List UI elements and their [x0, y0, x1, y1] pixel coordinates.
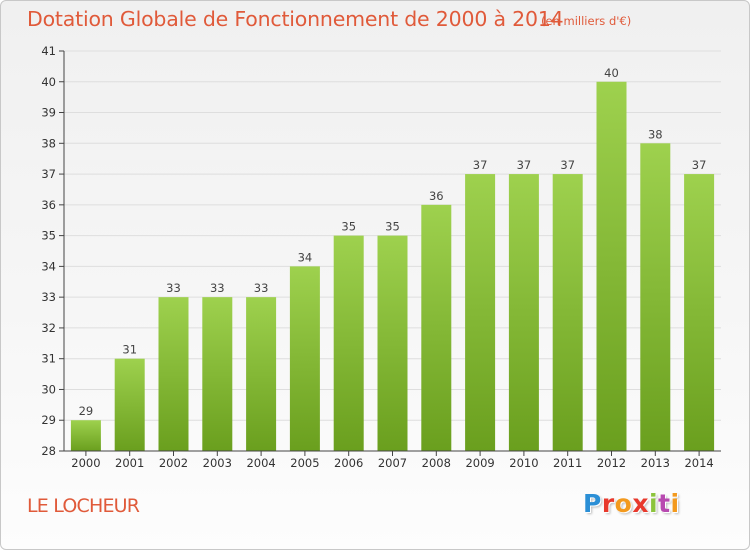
y-tick-label: 28 [41, 444, 56, 458]
logo-letter: i [649, 489, 659, 518]
x-tick-label: 2005 [290, 456, 319, 470]
data-label: 37 [692, 158, 707, 172]
x-tick-label: 2014 [684, 456, 713, 470]
data-label: 36 [429, 189, 444, 203]
data-labels: 29 31 33 33 33 34 35 35 36 37 37 37 40 38 37 [79, 66, 707, 418]
bar-2011 [552, 174, 583, 452]
x-tick-label: 2003 [203, 456, 232, 470]
y-tick-label: 32 [41, 321, 56, 335]
y-tick-label: 29 [41, 413, 56, 427]
x-tick-label: 2008 [422, 456, 451, 470]
x-tick-label: 2011 [553, 456, 582, 470]
x-tick-label: 2002 [159, 456, 188, 470]
bars [70, 81, 715, 452]
logo-letter: r [601, 489, 615, 518]
logo-letter: o [614, 489, 633, 518]
data-label: 35 [385, 220, 400, 234]
x-tick-label: 2013 [641, 456, 670, 470]
y-tick-label: 38 [41, 136, 56, 150]
bar-2007 [377, 235, 408, 451]
bar-2013 [640, 143, 671, 452]
y-tick-label: 39 [41, 106, 56, 120]
x-tick-label: 2000 [71, 456, 100, 470]
y-tick-label: 30 [41, 382, 56, 396]
x-tick-label: 2012 [597, 456, 626, 470]
bar-2000 [70, 420, 101, 451]
y-tick-label: 40 [41, 75, 56, 89]
chart-title: Dotation Globale de Fonctionnement de 20… [27, 7, 564, 31]
bar-2003 [202, 297, 233, 451]
data-label: 33 [166, 281, 181, 295]
bar-2004 [246, 297, 277, 451]
y-tick-label: 37 [41, 167, 56, 181]
data-label: 31 [122, 343, 137, 357]
bar-2009 [465, 174, 496, 452]
x-tick-label: 2009 [465, 456, 494, 470]
data-label: 37 [517, 158, 532, 172]
data-label: 34 [298, 250, 313, 264]
bar-2005 [289, 266, 320, 451]
logo-letter: x [632, 489, 649, 518]
x-tick-label: 2004 [246, 456, 275, 470]
data-label: 37 [560, 158, 575, 172]
bar-2014 [684, 174, 715, 452]
y-tick-label: 36 [41, 198, 56, 212]
bar-2002 [158, 297, 189, 451]
x-tick-label: 2010 [509, 456, 538, 470]
data-label: 37 [473, 158, 488, 172]
bar-2010 [508, 174, 539, 452]
y-tick-label: 41 [41, 44, 56, 58]
y-tick-label: 34 [41, 259, 56, 273]
x-tick-label: 2001 [115, 456, 144, 470]
axes: 28 29 30 31 32 33 34 35 36 37 38 39 40 41 2000 2001 2002… [41, 44, 721, 470]
data-label: 40 [604, 66, 619, 80]
commune-name: LE LOCHEUR [27, 495, 140, 517]
data-label: 33 [254, 281, 269, 295]
proxiti-logo: Proxiti [583, 489, 680, 518]
x-tick-label: 2006 [334, 456, 363, 470]
x-tick-label: 2007 [378, 456, 407, 470]
data-label: 38 [648, 127, 663, 141]
data-label: 33 [210, 281, 225, 295]
data-label: 29 [79, 404, 94, 418]
bar-2006 [333, 235, 364, 451]
chart-subtitle: (en milliers d'€) [541, 14, 632, 28]
bar-2012 [596, 81, 627, 452]
y-tick-label: 33 [41, 290, 56, 304]
y-tick-label: 35 [41, 229, 56, 243]
logo-letter: t [658, 489, 671, 518]
bar-2001 [114, 358, 145, 451]
bar-2008 [421, 204, 452, 451]
logo-letter: P [583, 489, 602, 518]
logo-letter: i [670, 489, 680, 518]
y-tick-label: 31 [41, 352, 56, 366]
data-label: 35 [341, 220, 356, 234]
